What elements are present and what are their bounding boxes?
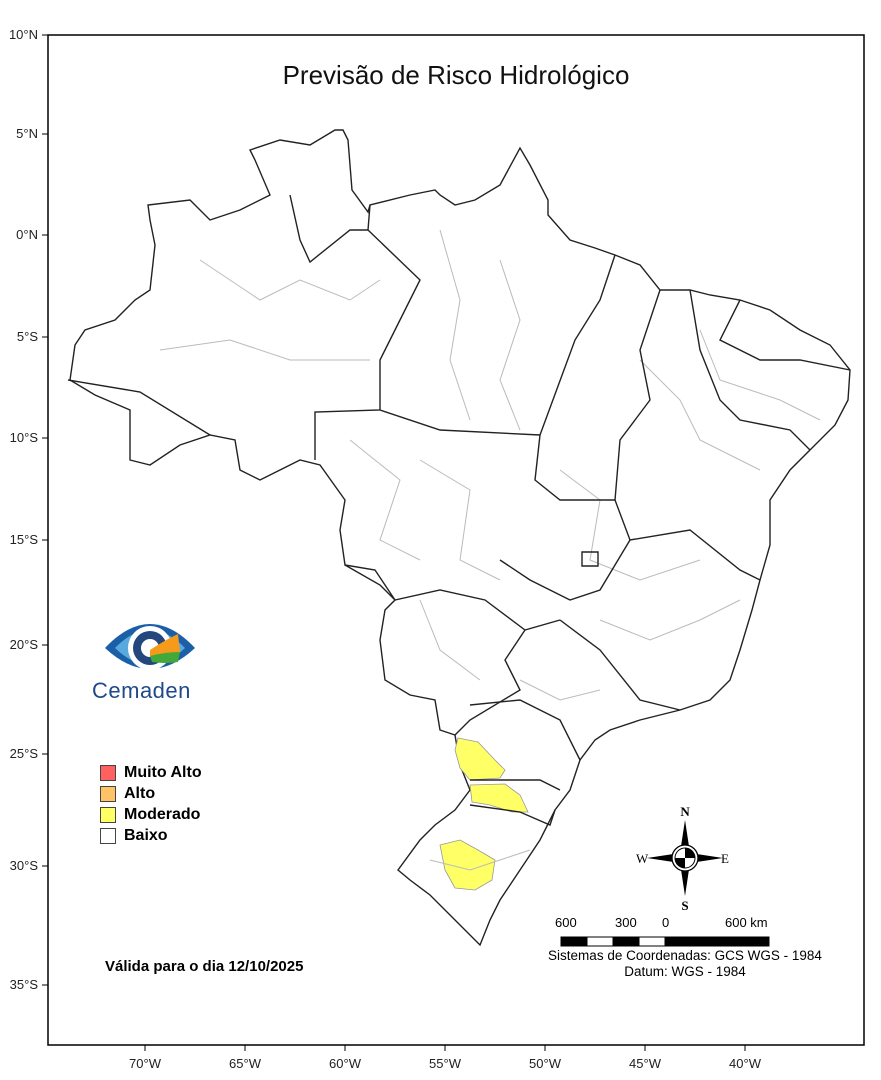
legend-item-moderado: Moderado xyxy=(100,804,202,825)
legend-item-baixo: Baixo xyxy=(100,825,202,846)
map-title: Previsão de Risco Hidrológico xyxy=(282,60,630,90)
logo-text: Cemaden xyxy=(92,678,191,703)
lon-tick-label: 40°W xyxy=(729,1056,762,1071)
scale-label: 0 xyxy=(662,915,670,930)
legend-swatch xyxy=(100,764,116,781)
lon-tick-label: 65°W xyxy=(229,1056,262,1071)
compass-e: E xyxy=(721,851,729,866)
legend-label: Alto xyxy=(124,784,156,802)
legend-swatch xyxy=(100,827,116,844)
risk-areas-moderado xyxy=(439,737,529,891)
scale-label: 600 km xyxy=(725,915,768,930)
brazil-outline xyxy=(69,129,851,947)
compass-s: S xyxy=(681,898,688,913)
lon-tick-label: 55°W xyxy=(429,1056,462,1071)
legend-label: Muito Alto xyxy=(124,763,202,781)
legend-swatch xyxy=(100,806,116,823)
crs-text: Sistemas de Coordenadas: GCS WGS - 1984 xyxy=(548,948,822,963)
valid-date-text: Válida para o dia 12/10/2025 xyxy=(105,958,304,975)
scale-labels: 600 300 0 600 km xyxy=(555,915,775,931)
lon-tick-label: 50°W xyxy=(529,1056,562,1071)
datum-text: Datum: WGS - 1984 xyxy=(624,964,746,979)
state-boundaries xyxy=(67,194,851,826)
coordinate-system-note: Sistemas de Coordenadas: GCS WGS - 1984 … xyxy=(520,948,850,980)
legend-item-alto: Alto xyxy=(100,783,202,804)
legend: Muito Alto Alto Moderado Baixo xyxy=(100,762,202,846)
lat-tick-label: 20°S xyxy=(10,637,39,652)
lat-tick-label: 5°N xyxy=(16,126,38,141)
compass-n: N xyxy=(680,804,690,819)
risk-area-parana-west xyxy=(454,737,506,781)
lat-tick-label: 0°N xyxy=(16,227,38,242)
legend-label: Moderado xyxy=(124,805,201,823)
scale-label: 300 xyxy=(615,915,637,930)
compass-rose: N S E W xyxy=(636,804,729,913)
lat-tick-label: 5°S xyxy=(17,329,38,344)
municipal-boundaries xyxy=(159,229,821,871)
cemaden-logo xyxy=(105,624,195,670)
lat-tick-label: 35°S xyxy=(10,977,39,992)
legend-swatch xyxy=(100,785,116,802)
lon-tick-label: 45°W xyxy=(629,1056,662,1071)
scale-label: 600 xyxy=(555,915,577,930)
legend-item-muito-alto: Muito Alto xyxy=(100,762,202,783)
risk-area-rio-grande-do-sul xyxy=(439,839,496,891)
lon-tick-label: 60°W xyxy=(329,1056,362,1071)
lat-tick-label: 15°S xyxy=(10,532,39,547)
scale-bar xyxy=(560,936,770,947)
legend-label: Baixo xyxy=(124,826,168,844)
lat-tick-label: 25°S xyxy=(10,746,39,761)
lon-tick-label: 70°W xyxy=(129,1056,162,1071)
graticule-ticks: 10°N 5°N 0°N 5°S 10°S 15°S 20°S 25°S 30°S 35°S 70°… xyxy=(9,27,762,1071)
lat-tick-label: 30°S xyxy=(10,858,39,873)
lat-tick-label: 10°N xyxy=(9,27,38,42)
compass-w: W xyxy=(636,851,649,866)
lat-tick-label: 10°S xyxy=(10,430,39,445)
